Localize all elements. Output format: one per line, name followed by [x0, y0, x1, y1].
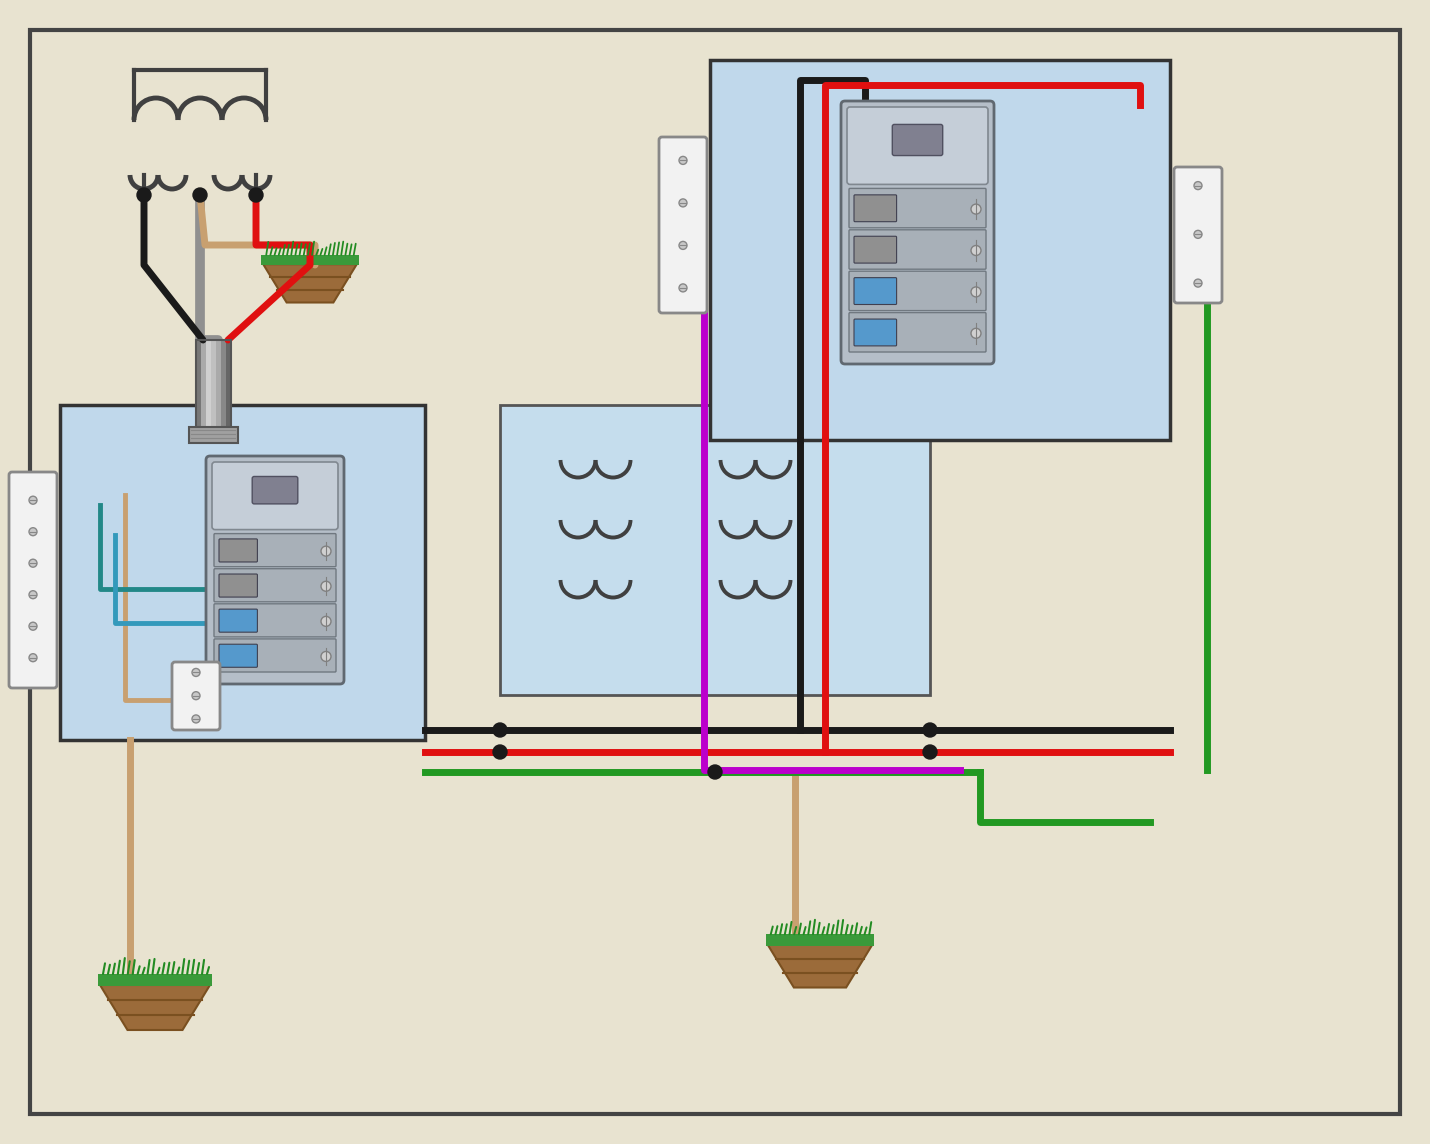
Circle shape [320, 651, 330, 661]
Circle shape [922, 745, 937, 758]
Circle shape [1194, 279, 1203, 287]
Circle shape [193, 188, 207, 202]
FancyBboxPatch shape [854, 319, 897, 345]
Circle shape [708, 765, 722, 779]
Bar [60, 405, 425, 740]
Circle shape [320, 617, 330, 627]
Circle shape [971, 328, 981, 339]
FancyBboxPatch shape [9, 472, 57, 688]
Bar [226, 340, 232, 435]
Circle shape [971, 204, 981, 214]
Circle shape [29, 527, 37, 535]
FancyBboxPatch shape [849, 271, 987, 311]
Circle shape [29, 590, 37, 598]
Bar [189, 427, 237, 443]
Circle shape [249, 188, 263, 202]
FancyBboxPatch shape [892, 125, 942, 156]
Bar [212, 340, 216, 435]
Circle shape [1194, 230, 1203, 238]
FancyBboxPatch shape [854, 194, 897, 222]
Bar [206, 340, 212, 435]
Circle shape [192, 692, 200, 700]
Circle shape [679, 199, 686, 207]
FancyBboxPatch shape [854, 237, 897, 263]
Circle shape [29, 559, 37, 567]
Circle shape [1194, 182, 1203, 190]
Circle shape [29, 496, 37, 505]
Circle shape [29, 653, 37, 661]
Polygon shape [263, 264, 356, 302]
FancyBboxPatch shape [212, 462, 337, 530]
Bar [500, 405, 930, 696]
FancyBboxPatch shape [219, 644, 257, 667]
FancyBboxPatch shape [214, 569, 336, 602]
FancyBboxPatch shape [214, 638, 336, 672]
Circle shape [922, 723, 937, 737]
Polygon shape [768, 945, 872, 987]
Circle shape [679, 284, 686, 292]
Bar [196, 340, 202, 435]
FancyBboxPatch shape [659, 137, 706, 313]
Circle shape [192, 668, 200, 676]
Circle shape [971, 287, 981, 297]
Bar [196, 340, 232, 435]
Circle shape [679, 241, 686, 249]
Polygon shape [99, 974, 212, 986]
Bar [711, 59, 1170, 440]
FancyBboxPatch shape [219, 609, 257, 633]
FancyBboxPatch shape [854, 278, 897, 304]
Circle shape [137, 188, 152, 202]
Polygon shape [100, 985, 210, 1030]
FancyBboxPatch shape [847, 108, 988, 184]
FancyBboxPatch shape [849, 230, 987, 269]
FancyBboxPatch shape [841, 101, 994, 364]
Circle shape [493, 723, 508, 737]
Circle shape [192, 715, 200, 723]
FancyBboxPatch shape [214, 533, 336, 566]
FancyBboxPatch shape [219, 574, 257, 597]
Circle shape [679, 157, 686, 165]
Bar [202, 340, 206, 435]
Bar [216, 340, 222, 435]
Bar [222, 340, 226, 435]
FancyBboxPatch shape [252, 477, 297, 503]
Circle shape [320, 546, 330, 556]
FancyBboxPatch shape [172, 662, 220, 730]
Polygon shape [765, 935, 874, 946]
FancyBboxPatch shape [1174, 167, 1223, 303]
Circle shape [320, 581, 330, 591]
FancyBboxPatch shape [206, 456, 345, 684]
Circle shape [971, 246, 981, 255]
FancyBboxPatch shape [219, 539, 257, 562]
Circle shape [29, 622, 37, 630]
FancyBboxPatch shape [849, 189, 987, 228]
Polygon shape [262, 255, 359, 265]
Circle shape [493, 745, 508, 758]
FancyBboxPatch shape [214, 604, 336, 637]
FancyBboxPatch shape [849, 312, 987, 352]
